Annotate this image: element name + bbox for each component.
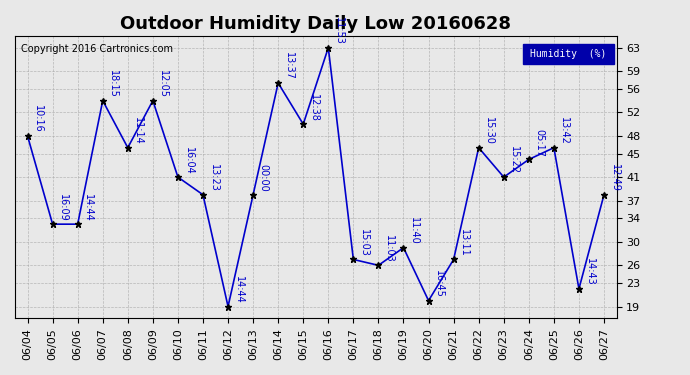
Text: 11:40: 11:40	[409, 217, 419, 245]
Text: 16:04: 16:04	[184, 147, 193, 174]
Text: 14:44: 14:44	[234, 276, 244, 304]
Text: 00:00: 00:00	[259, 164, 268, 192]
Text: 11:14: 11:14	[133, 117, 144, 145]
Text: 16:45: 16:45	[434, 270, 444, 298]
Title: Outdoor Humidity Daily Low 20160628: Outdoor Humidity Daily Low 20160628	[120, 15, 511, 33]
Text: 12:49: 12:49	[609, 164, 620, 192]
Text: 12:05: 12:05	[159, 70, 168, 98]
Text: 13:37: 13:37	[284, 53, 294, 80]
Text: 12:38: 12:38	[309, 93, 319, 122]
Text: 14:44: 14:44	[83, 194, 93, 221]
Text: 11:53: 11:53	[334, 17, 344, 45]
Text: 10:16: 10:16	[33, 105, 43, 133]
Bar	[523, 44, 613, 64]
Text: 13:23: 13:23	[208, 164, 219, 192]
Text: 15:03: 15:03	[359, 229, 369, 256]
Text: 14:43: 14:43	[584, 258, 595, 286]
Text: 13:11: 13:11	[459, 229, 469, 256]
Text: Humidity  (%): Humidity (%)	[530, 49, 607, 59]
Text: 16:09: 16:09	[58, 194, 68, 221]
Text: 05:17: 05:17	[534, 129, 544, 157]
Text: 18:15: 18:15	[108, 70, 118, 98]
Text: 15:30: 15:30	[484, 117, 494, 145]
Text: 11:03: 11:03	[384, 235, 394, 262]
Text: Copyright 2016 Cartronics.com: Copyright 2016 Cartronics.com	[21, 44, 173, 54]
Text: 15:22: 15:22	[509, 146, 520, 174]
Text: 13:42: 13:42	[560, 117, 569, 145]
